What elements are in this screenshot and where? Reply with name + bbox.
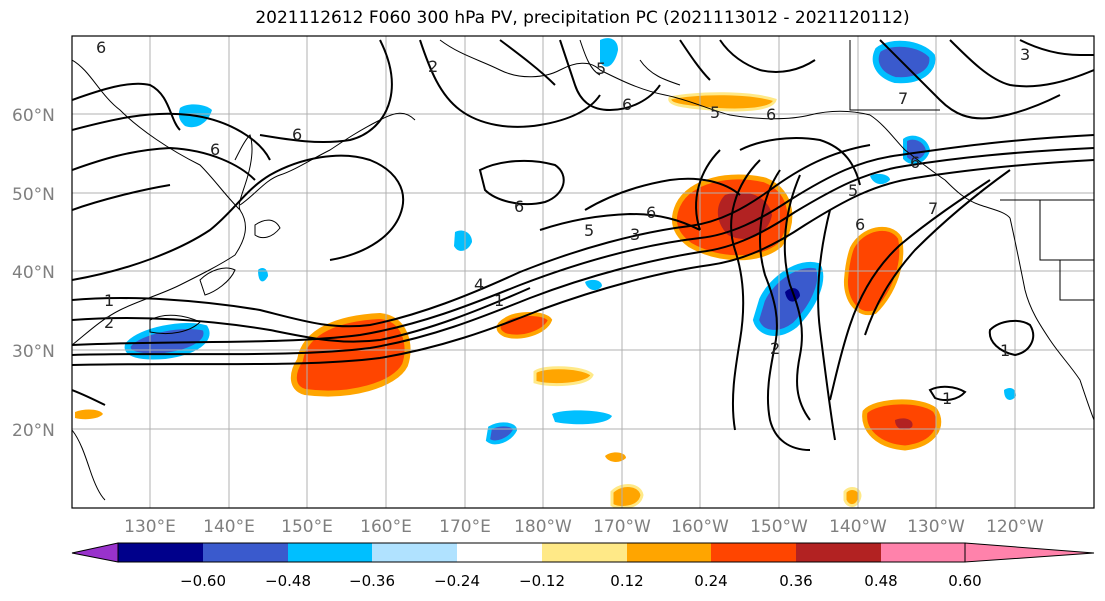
lon-label: 130°W	[907, 517, 965, 537]
contour-label: 6	[646, 203, 656, 222]
lon-label: 160°W	[671, 517, 729, 537]
lon-label: 140°W	[829, 517, 887, 537]
contour-label: 2	[770, 339, 780, 358]
contour-label: 7	[928, 199, 938, 218]
contour-label: 2	[104, 313, 114, 332]
map-title: 2021112612 F060 300 hPa PV, precipitatio…	[255, 8, 910, 28]
colorbar-label: −0.36	[349, 572, 395, 590]
lon-label: 130°E	[124, 517, 176, 537]
contour-label: 4	[474, 275, 484, 294]
lat-label-20n: 20°N	[12, 421, 55, 441]
contour-label: 6	[622, 95, 632, 114]
contour-label: 6	[292, 125, 302, 144]
contour-label: 6	[514, 197, 524, 216]
colorbar-cell	[288, 543, 372, 562]
lon-label: 160°E	[360, 517, 412, 537]
colorbar-label: −0.48	[265, 572, 311, 590]
contour-label: 3	[630, 225, 640, 244]
colorbar-label: −0.24	[434, 572, 480, 590]
colorbar-extend-right	[964, 542, 1095, 563]
contour-label: 1	[942, 389, 952, 408]
contour-label: 5	[848, 181, 858, 200]
lon-label: 150°E	[281, 517, 333, 537]
contour-label: 6	[766, 105, 776, 124]
colorbar-cell	[372, 543, 457, 562]
colorbar-extend-left	[71, 542, 119, 563]
contour-label: 5	[710, 103, 720, 122]
contour-label: 3	[1020, 45, 1030, 64]
lat-labels: 60°N 50°N 40°N 30°N 20°N	[12, 106, 55, 441]
precip-blob-wpac	[290, 312, 411, 397]
contour-label: 7	[898, 89, 908, 108]
gridlines	[72, 36, 1094, 508]
colorbar-label: 0.36	[779, 572, 812, 590]
lon-label: 180°W	[514, 517, 572, 537]
contour-label: 6	[855, 215, 865, 234]
contour-label: 5	[596, 59, 606, 78]
lon-label: 120°W	[986, 517, 1044, 537]
colorbar-label: 0.12	[610, 572, 643, 590]
map-frame	[71, 35, 1095, 509]
colorbar-cell	[711, 543, 796, 562]
colorbar-cell	[881, 543, 965, 562]
coastlines	[72, 39, 1094, 501]
contour-label: 1	[494, 291, 504, 310]
pv-contours	[72, 39, 1094, 451]
colorbar-labels: −0.60 −0.48 −0.36 −0.24 −0.12 0.12 0.24 …	[180, 572, 982, 590]
lon-label: 170°W	[593, 517, 651, 537]
colorbar-cell	[457, 543, 542, 562]
colorbar-cell	[627, 543, 711, 562]
lon-label: 150°W	[750, 517, 808, 537]
colorbar-label: 0.60	[948, 572, 981, 590]
contour-label: 1	[104, 291, 114, 310]
lon-label: 170°E	[439, 517, 491, 537]
contour-label: 6	[910, 153, 920, 172]
lat-label-60n: 60°N	[12, 106, 55, 126]
colorbar-cell	[542, 543, 627, 562]
contour-label: 6	[210, 140, 220, 159]
colorbar-label: 0.48	[864, 572, 897, 590]
colorbar-label: −0.12	[519, 572, 565, 590]
lon-labels: 130°E 140°E 150°E 160°E 170°E 180°W 170°…	[124, 517, 1044, 537]
lat-label-30n: 30°N	[12, 342, 55, 362]
lat-label-40n: 40°N	[12, 263, 55, 283]
contour-label: 5	[584, 221, 594, 240]
colorbar-cell	[796, 543, 881, 562]
contour-label: 1	[1000, 341, 1010, 360]
lon-label: 140°E	[203, 517, 255, 537]
lat-label-50n: 50°N	[12, 185, 55, 205]
contour-labels: 6 2 6 6 5 6 7 3 6 5 6 6 5 3 6 5 6 7 4 1 …	[96, 38, 1030, 408]
colorbar-label: 0.24	[694, 572, 727, 590]
contour-label: 6	[96, 38, 106, 57]
colorbar: −0.60 −0.48 −0.36 −0.24 −0.12 0.12 0.24 …	[71, 542, 1095, 590]
colorbar-cell	[203, 543, 288, 562]
contour-label: 2	[428, 57, 438, 76]
colorbar-cell	[118, 543, 203, 562]
map-area	[72, 36, 1094, 508]
colorbar-label: −0.60	[180, 572, 226, 590]
